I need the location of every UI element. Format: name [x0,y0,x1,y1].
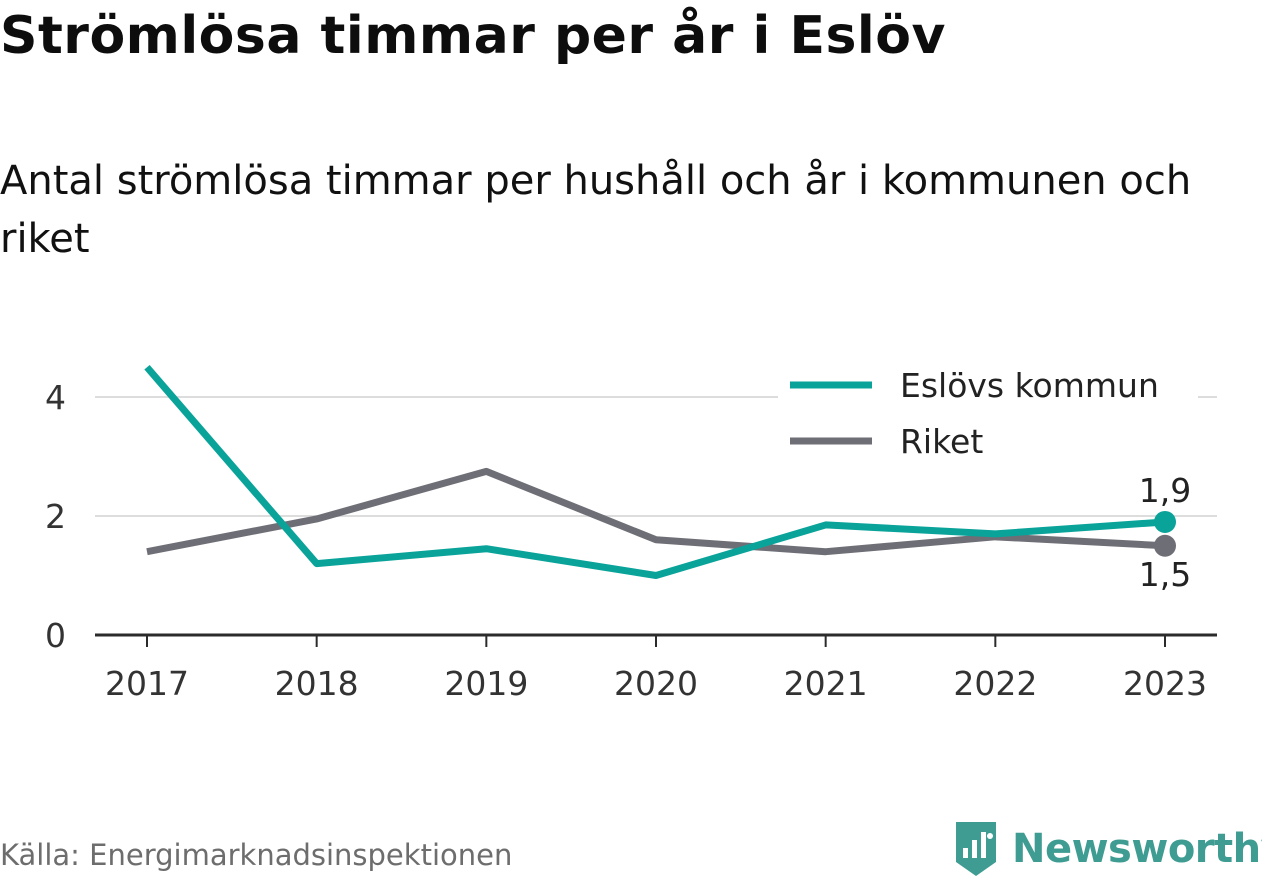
series-line-eslovs-kommun [144,364,1166,579]
x-tick-label: 2017 [105,664,189,703]
y-tick-label: 0 [45,616,66,655]
brand-name: Newsworthy [1012,826,1262,872]
end-value-label: 1,5 [1139,555,1191,594]
x-tick-label: 2018 [275,664,359,703]
series-lines [144,364,1176,579]
legend: Eslövs kommun Riket [778,360,1198,470]
end-labels: 1,9 1,5 [1139,471,1191,594]
newsworthy-logo-icon [956,822,996,876]
end-value-label: 1,9 [1139,471,1191,510]
series-end-point [1154,534,1176,557]
chart-subtitle: Antal strömlösa timmar per hushåll och å… [0,158,1192,262]
x-tick-label: 2022 [953,664,1037,703]
newsworthy-logo: Newsworthy [952,818,1262,880]
series-end-point [1154,510,1176,533]
source-note: Källa: Energimarknadsinspektionen [0,838,513,872]
y-tick-label: 2 [45,497,66,536]
x-tick-label: 2023 [1123,664,1207,703]
y-axis-ticks: 0 2 4 [45,378,66,655]
legend-label: Eslövs kommun [900,366,1159,405]
legend-label: Riket [900,422,983,461]
x-axis-ticks: 2017 2018 2019 2020 2021 2022 2023 [105,635,1207,703]
chart-title: Strömlösa timmar per år i Eslöv [0,6,946,66]
x-tick-label: 2019 [444,664,528,703]
y-tick-label: 4 [45,378,66,417]
x-tick-label: 2021 [784,664,868,703]
legend-background [778,360,1198,470]
x-tick-label: 2020 [614,664,698,703]
